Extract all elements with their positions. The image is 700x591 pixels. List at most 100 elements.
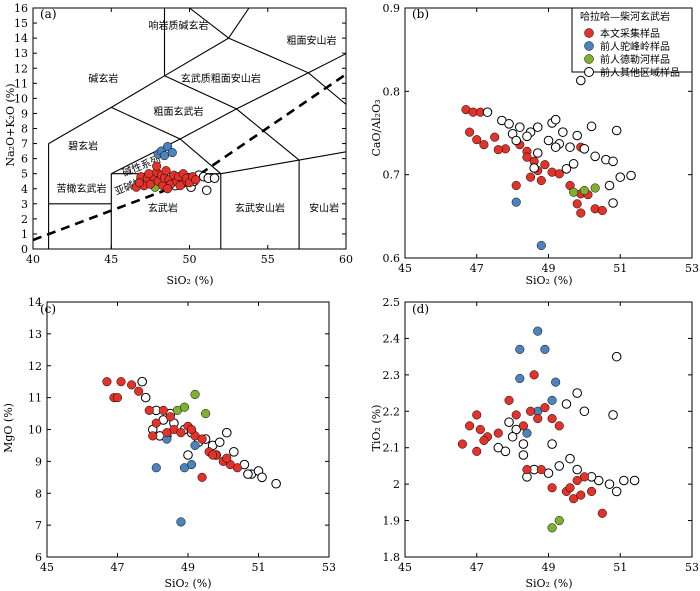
c-x-tick-label: 47 [111, 561, 125, 574]
c-point-red [176, 428, 186, 438]
c-point-red [165, 412, 175, 422]
b-axes: 45 47 49 51 53 0.6 0.7 0.8 0.9 [383, 2, 700, 275]
b-point-open [482, 107, 493, 117]
a-field-label: 苦橄玄武岩 [57, 182, 107, 195]
c-y-tick-label: 6 [35, 551, 42, 564]
d-point-open [547, 439, 557, 449]
c-y-tick-label: 13 [28, 328, 42, 341]
a-field-label: 玄武质粗面安山岩 [181, 72, 261, 85]
legend-marker-blue [584, 41, 594, 51]
b-x-tick-label: 45 [398, 262, 412, 275]
panel-c-mgo-plot: (c) 45 47 49 51 53 6 7 8 9 10 11 12 13 14 SiO₂ (%) Mg… [2, 296, 336, 590]
a-y-tick-label: 1 [21, 228, 28, 241]
a-y-tick-label: 0 [21, 243, 28, 256]
a-point-open [209, 173, 220, 184]
c-x-tick-label: 45 [40, 561, 54, 574]
c-point-green [190, 389, 200, 399]
a-x-axis-label: SiO₂ (%) [166, 274, 213, 287]
b-point-red [472, 135, 482, 145]
b-point-red [465, 127, 475, 137]
a-point-red [134, 178, 144, 188]
d-point-blue [551, 377, 561, 387]
c-data-points [102, 376, 281, 527]
c-point-red [222, 453, 232, 463]
d-axes: 45 47 49 51 53 1.8 1.9 2 2.1 2.2 2.3 2.4 2.5 [383, 296, 700, 574]
panel-b-cao-al2o3-plot: (b) 45 47 49 51 53 0.6 0.7 0.8 0.9 SiO₂ (%) CaO/… [370, 2, 699, 287]
legend-entry-blue: 前人驼峰岭样品 [600, 40, 670, 53]
a-field-label: 碧玄岩 [68, 140, 98, 153]
c-point-open [137, 376, 147, 387]
c-point-red [127, 380, 137, 390]
d-point-red [504, 395, 514, 405]
d-y-tick-label: 1.9 [383, 515, 401, 528]
b-point-red [490, 132, 500, 142]
legend-marker-green [584, 54, 594, 64]
d-point-open [518, 450, 529, 460]
c-point-blue [151, 463, 161, 473]
d-point-red [565, 483, 575, 493]
d-y-tick-label: 2.1 [383, 442, 401, 455]
d-x-tick-label: 47 [470, 561, 484, 574]
b-point-open [608, 198, 618, 208]
panel-c-label: (c) [40, 302, 56, 316]
panel-b-label: (b) [412, 7, 429, 21]
d-point-red [597, 508, 607, 518]
a-y-tick-label: 9 [21, 107, 28, 120]
d-x-tick-label: 49 [542, 561, 556, 574]
c-y-tick-label: 11 [28, 392, 42, 405]
b-point-red [572, 199, 582, 209]
b-point-red [597, 205, 607, 216]
a-field-boundary [111, 72, 309, 175]
d-point-open [507, 431, 518, 442]
d-point-green [554, 516, 564, 526]
b-point-open [550, 114, 561, 125]
c-point-green [201, 409, 211, 419]
a-x-tick-label: 40 [26, 253, 40, 266]
d-point-blue [515, 344, 525, 354]
b-point-open [558, 127, 568, 137]
c-y-tick-label: 10 [28, 424, 42, 437]
d-point-blue [540, 344, 550, 354]
c-point-open [229, 447, 239, 457]
d-point-red [572, 475, 582, 486]
legend-marker-red [584, 28, 594, 38]
panel-d-label: (d) [412, 302, 429, 316]
a-y-tick-label: 15 [14, 17, 28, 30]
b-point-green [569, 187, 579, 197]
d-point-red [479, 435, 489, 445]
a-y-tick-label: 16 [14, 2, 28, 15]
b-point-open [615, 172, 626, 182]
c-point-red [208, 450, 218, 460]
d-x-tick-label: 53 [685, 561, 699, 574]
c-point-red [232, 463, 242, 473]
d-point-red [493, 428, 503, 438]
b-point-open [626, 170, 636, 181]
a-field-label: 粗面玄武岩 [154, 105, 204, 118]
d-point-red [587, 486, 597, 496]
a-point-red [152, 161, 162, 171]
b-point-red [479, 140, 489, 150]
c-point-open [243, 469, 253, 479]
b-point-open [529, 163, 539, 173]
b-point-open [586, 121, 597, 132]
d-point-red [526, 406, 536, 416]
a-point-blue [167, 148, 177, 158]
legend-entry-open: 前人其他区域样品 [600, 66, 680, 79]
a-point-red [175, 181, 185, 191]
d-point-open [543, 468, 554, 479]
a-field-boundary [164, 75, 300, 161]
d-data-points [457, 326, 640, 533]
d-point-red [457, 439, 467, 449]
d-point-blue [515, 373, 525, 384]
b-point-red [576, 208, 586, 218]
c-point-blue [176, 517, 186, 527]
a-y-tick-label: 12 [14, 62, 28, 75]
c-y-axis-label: MgO (%) [2, 403, 15, 453]
a-point-red [144, 169, 154, 179]
a-field-boundary [189, 8, 229, 39]
d-point-open [565, 453, 575, 464]
d-point-red [511, 410, 521, 420]
d-x-tick-label: 51 [613, 561, 627, 574]
d-point-red [540, 403, 550, 413]
